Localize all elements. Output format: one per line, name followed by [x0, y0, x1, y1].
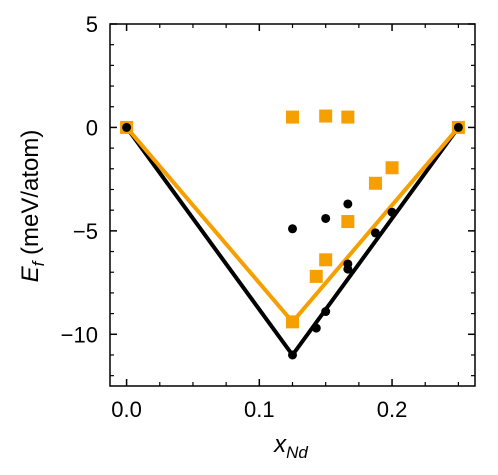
- x-tick-label: 0.2: [377, 397, 408, 422]
- square-point: [385, 161, 399, 175]
- square-point: [341, 215, 355, 229]
- circle-point: [288, 224, 297, 234]
- y-tick-label: −5: [73, 219, 98, 244]
- circle-point: [321, 213, 331, 223]
- circle-point: [387, 207, 397, 217]
- x-axis-label: xNd: [273, 431, 308, 462]
- axis-ticks: [110, 23, 475, 386]
- circle-point: [122, 122, 132, 132]
- y-tick-label: −10: [61, 322, 98, 347]
- plot-frame: [109, 23, 476, 387]
- square-point: [341, 110, 355, 124]
- square-point: [286, 315, 299, 329]
- y-tick-label: 0: [86, 115, 98, 140]
- square-point: [319, 109, 333, 123]
- circle-point: [321, 307, 331, 317]
- circle-point: [370, 228, 380, 238]
- square-point: [309, 269, 323, 283]
- circle-point: [343, 264, 353, 274]
- x-tick-label: 0.0: [111, 397, 142, 422]
- circle-point: [311, 323, 321, 333]
- data-points: [120, 109, 465, 360]
- circle-point: [343, 199, 353, 209]
- y-axis-label: Ef (meV/atom): [17, 130, 48, 283]
- circle-point: [453, 122, 463, 132]
- circle-point: [288, 350, 297, 360]
- square-point: [286, 110, 299, 124]
- square-point: [368, 176, 382, 190]
- y-tick-label: 5: [86, 12, 98, 37]
- tick-labels: 0.0 0.1 0.2 5 0 −5 −10: [61, 12, 408, 422]
- square-point: [319, 253, 333, 267]
- x-tick-label: 0.1: [244, 397, 275, 422]
